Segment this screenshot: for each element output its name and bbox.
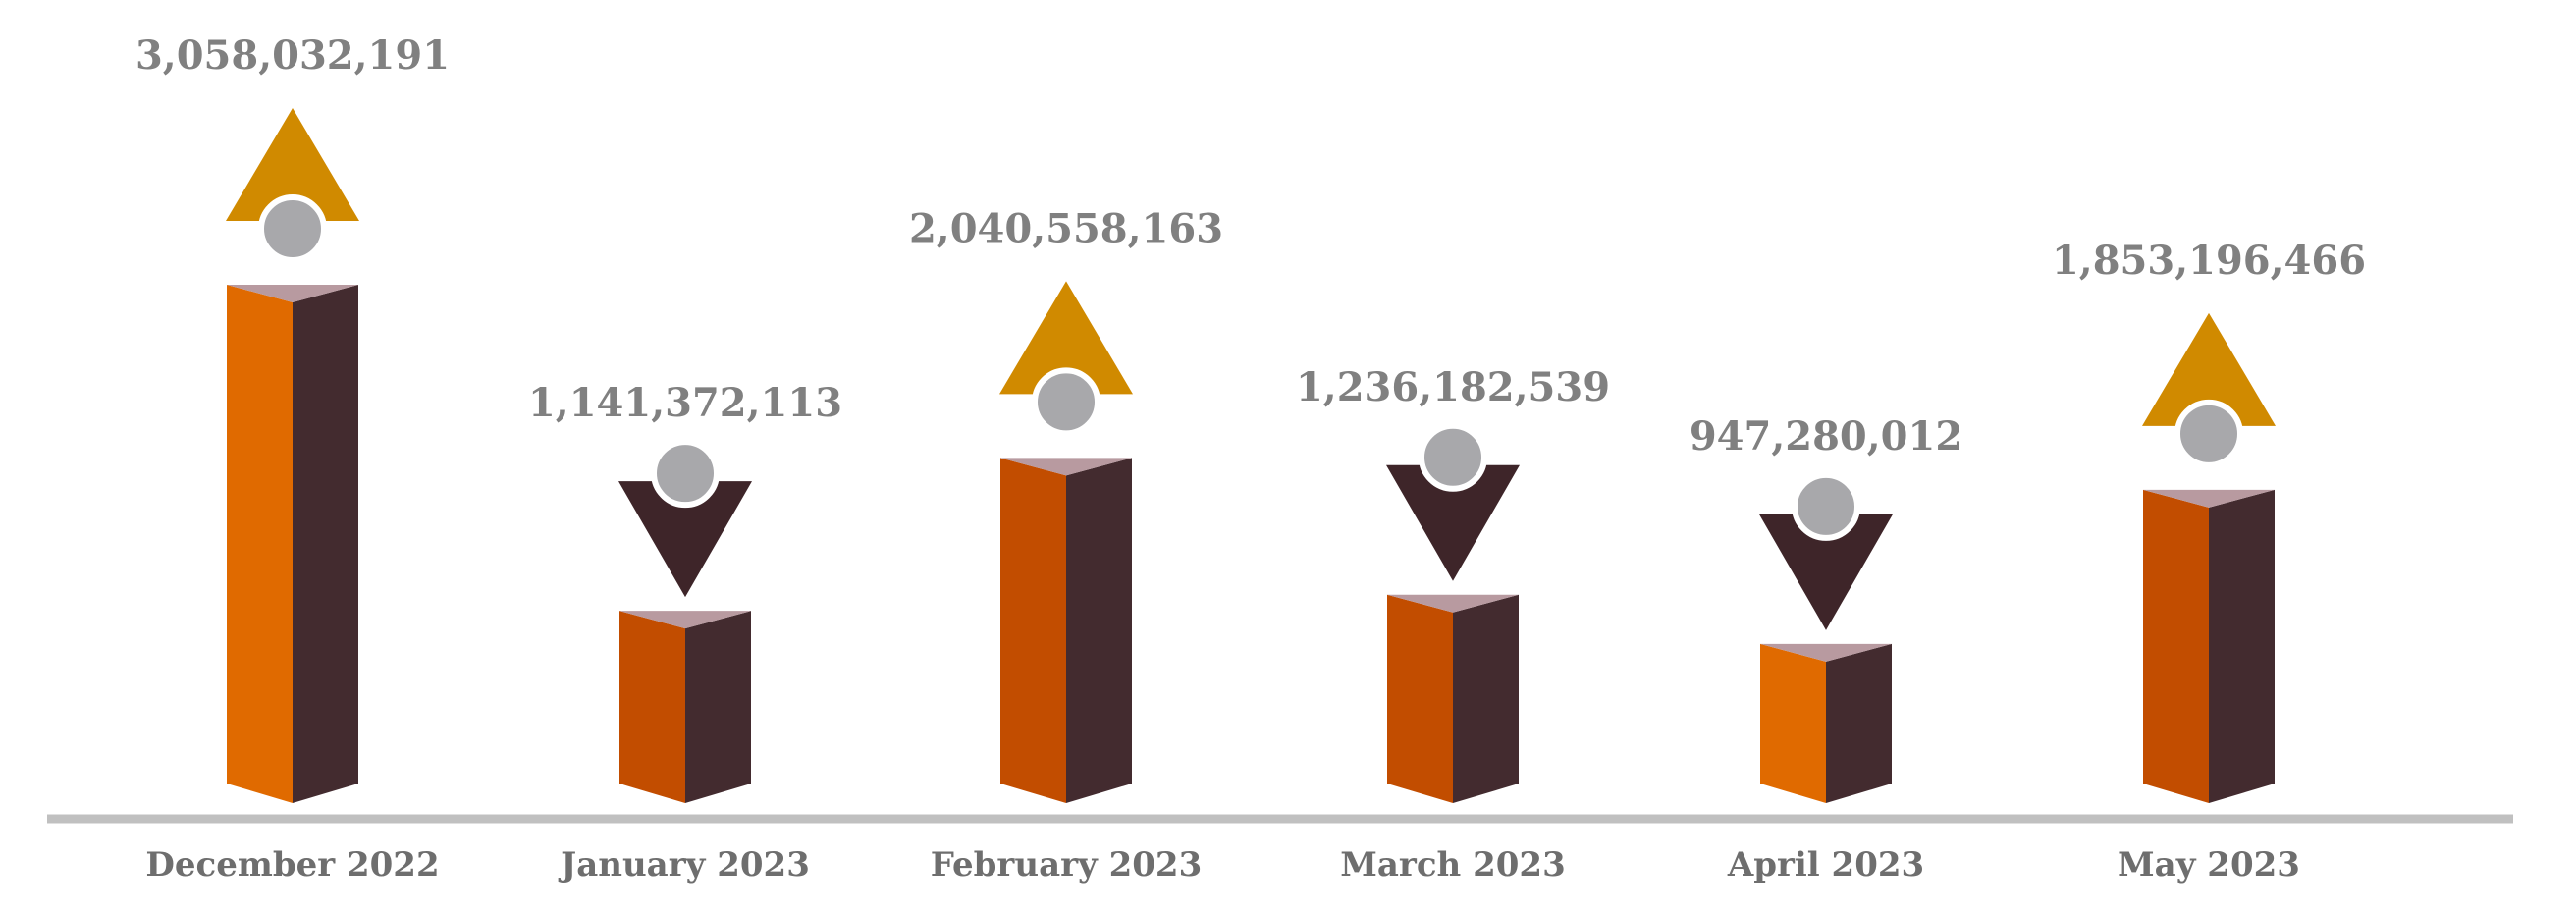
- bar-side-face: [1826, 643, 1892, 803]
- down-arrow-icon: [1759, 514, 1893, 630]
- person-icon: [258, 194, 327, 263]
- x-tick-label: May 2023: [2118, 845, 2300, 885]
- data-label: 947,280,012: [1690, 413, 1962, 460]
- bar-1: [618, 439, 752, 803]
- bar-front-face: [619, 611, 685, 803]
- person-icon: [651, 439, 720, 509]
- bar-5: [2142, 312, 2276, 803]
- bar-front-face: [1387, 594, 1453, 803]
- bar-front-face: [1000, 458, 1066, 803]
- bar-top-face: [1000, 458, 1132, 476]
- bar-side-face: [2209, 489, 2275, 803]
- bar-side-face: [1453, 594, 1519, 803]
- bar-top-face: [227, 285, 358, 302]
- data-label: 1,141,372,113: [528, 380, 842, 426]
- bar-0: [226, 108, 359, 803]
- person-icon: [1419, 422, 1487, 492]
- x-tick-label: January 2023: [558, 845, 810, 885]
- bars-group: [226, 108, 2276, 803]
- bar-side-face: [685, 611, 751, 803]
- bar-top-face: [1387, 594, 1519, 613]
- x-tick-label: February 2023: [931, 845, 1202, 885]
- labels-group: 3,058,032,191 December 2022 1,141,372,113 J…: [135, 32, 2366, 885]
- bar-top-face: [1760, 643, 1892, 662]
- x-tick-label: April 2023: [1727, 845, 1924, 885]
- bar-side-face: [293, 285, 358, 803]
- data-label: 1,236,182,539: [1296, 364, 1610, 410]
- up-arrow-icon: [2142, 312, 2276, 426]
- x-tick-label: March 2023: [1340, 845, 1565, 885]
- up-arrow-icon: [999, 281, 1133, 395]
- data-label: 1,853,196,466: [2052, 238, 2366, 284]
- bar-3: [1386, 422, 1520, 803]
- bar-4: [1759, 471, 1893, 803]
- down-arrow-icon: [618, 481, 752, 598]
- bar-top-face: [2143, 489, 2275, 508]
- bar-front-face: [2143, 489, 2209, 803]
- bar-top-face: [619, 611, 751, 629]
- bar-front-face: [1760, 643, 1826, 803]
- x-tick-label: December 2022: [145, 845, 439, 885]
- person-icon: [1032, 367, 1100, 437]
- up-arrow-icon: [226, 108, 359, 221]
- data-label: 2,040,558,163: [909, 205, 1223, 251]
- data-label: 3,058,032,191: [135, 32, 450, 79]
- person-icon: [2174, 399, 2243, 468]
- bar-front-face: [227, 285, 293, 803]
- bar-2: [999, 281, 1133, 803]
- person-icon: [1792, 471, 1860, 541]
- bar-side-face: [1066, 458, 1132, 803]
- down-arrow-icon: [1386, 464, 1520, 581]
